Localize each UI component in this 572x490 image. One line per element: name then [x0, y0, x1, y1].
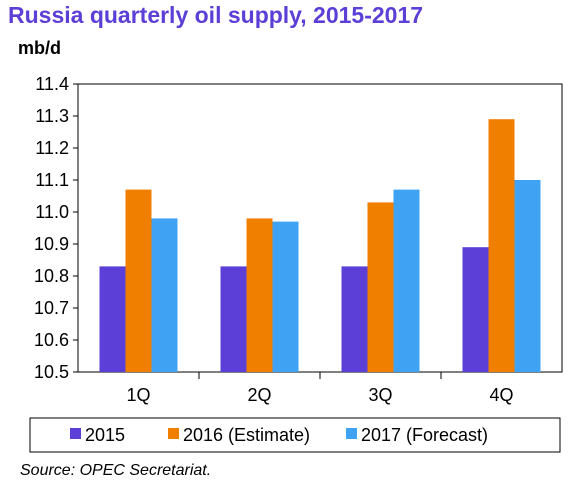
bar-4q-2017 — [514, 180, 541, 372]
bar-3q-2017 — [393, 189, 420, 372]
y-tick-label: 10.9 — [34, 234, 69, 254]
x-tick-label: 4Q — [489, 385, 513, 405]
y-tick-label: 10.6 — [34, 330, 69, 350]
source-note: Source: OPEC Secretariat. — [20, 462, 212, 479]
bar-2q-2015 — [220, 266, 247, 372]
y-tick-label: 11.2 — [35, 138, 69, 158]
x-tick-label: 1Q — [126, 385, 150, 405]
legend-swatch — [70, 428, 81, 439]
bar-1q-2017 — [151, 218, 178, 372]
bar-4q-2015 — [462, 247, 489, 372]
bars — [99, 119, 541, 372]
y-tick-label: 11.1 — [35, 170, 69, 190]
legend-box — [29, 417, 561, 453]
y-tick-label: 11.3 — [35, 106, 69, 126]
bar-2q-2017 — [272, 221, 299, 372]
bar-4q-2016 — [488, 119, 515, 372]
bar-1q-2016 — [125, 189, 152, 372]
bar-3q-2015 — [341, 266, 368, 372]
legend-swatch — [346, 428, 357, 439]
x-tick-label: 2Q — [247, 385, 271, 405]
y-tick-label: 11.0 — [35, 202, 69, 222]
x-axis-ticks: 1Q 2Q 3Q 4Q — [126, 372, 514, 405]
y-tick-label: 10.5 — [34, 362, 69, 382]
legend-label: 2017 (Forecast) — [361, 425, 488, 445]
chart-title: Russia quarterly oil supply, 2015-2017 — [8, 2, 424, 28]
bar-2q-2016 — [246, 218, 273, 372]
y-tick-label: 10.8 — [34, 266, 69, 286]
legend-label: 2015 — [85, 425, 125, 445]
x-tick-label: 3Q — [368, 385, 392, 405]
y-axis-ticks: 10.5 10.6 10.7 10.8 10.9 11.0 11.1 11.2 11.3 11.4 — [34, 74, 78, 382]
bar-3q-2016 — [367, 202, 394, 372]
legend: 2015 2016 (Estimate) 2017 (Forecast) — [29, 417, 561, 453]
bar-1q-2015 — [99, 266, 126, 372]
y-tick-label: 11.4 — [35, 74, 69, 94]
y-axis-label: mb/d — [18, 38, 61, 58]
legend-label: 2016 (Estimate) — [183, 425, 310, 445]
legend-swatch — [168, 428, 179, 439]
y-tick-label: 10.7 — [34, 298, 69, 318]
